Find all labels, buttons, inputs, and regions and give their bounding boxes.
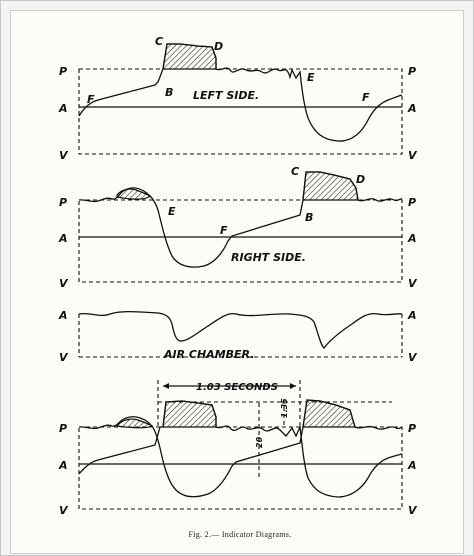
a-label-1-left: A — [58, 102, 68, 115]
air-chamber-curve — [78, 310, 403, 349]
a-label-3-left: A — [58, 309, 68, 322]
diagram-air-chamber — [78, 310, 403, 358]
v-label-1-right: V — [408, 149, 418, 162]
p-label-2-left: P — [59, 196, 67, 209]
pressure-curve-right — [78, 171, 403, 268]
v-label-1-left: V — [59, 149, 69, 162]
point-d-label: D — [214, 40, 223, 53]
v-label-2-right: V — [408, 277, 418, 290]
a-label-4-right: A — [407, 459, 417, 472]
a-label-2-right: A — [407, 232, 417, 245]
v-label-3-left: V — [59, 351, 69, 364]
pressure-curve-left — [78, 43, 403, 142]
air-chamber-label: AIR CHAMBER. — [163, 348, 254, 361]
point-b1-label: B — [305, 211, 313, 224]
a-label-4-left: A — [58, 459, 68, 472]
point-b-label: B — [165, 86, 173, 99]
right-side-label: RIGHT SIDE. — [231, 251, 306, 264]
diagram-combined — [78, 380, 403, 510]
left-side-label: LEFT SIDE. — [193, 89, 259, 102]
arrowhead-right — [290, 383, 296, 389]
p-label-4-left: P — [59, 422, 67, 435]
point-e-label: E — [307, 71, 315, 84]
p-label-4-right: P — [408, 422, 416, 435]
arrowhead-left — [163, 383, 169, 389]
figure-caption: Fig. 2.— Indicator Diagrams. — [188, 530, 291, 539]
right-side-trace — [78, 399, 403, 498]
scale-20-label: 20 — [255, 436, 264, 448]
v-label-2-left: V — [59, 277, 69, 290]
p-label-1-right: P — [408, 65, 416, 78]
diagram-right-frame — [78, 199, 403, 283]
point-f-label-b: F — [362, 91, 370, 104]
left-side-trace — [78, 400, 403, 498]
point-f1-label: F — [220, 224, 228, 237]
seconds-label: 1.03 SECONDS — [196, 382, 278, 393]
p-label-1-left: P — [59, 65, 67, 78]
point-e1-label: E — [168, 205, 176, 218]
diagram-combined-frame — [78, 426, 403, 510]
hatched-area — [116, 188, 152, 200]
diagram-left-side — [78, 43, 403, 155]
p-label-2-right: P — [408, 196, 416, 209]
a-label-1-right: A — [407, 102, 417, 115]
a-label-2-left: A — [58, 232, 68, 245]
hatched-area — [302, 171, 359, 201]
v-label-4-right: V — [408, 504, 418, 517]
v-label-4-left: V — [59, 504, 69, 517]
point-f-label-a: F — [87, 93, 95, 106]
diagram-left-frame — [78, 68, 403, 155]
point-c1-label: C — [291, 165, 299, 178]
v-label-3-right: V — [408, 351, 418, 364]
point-c-label: C — [155, 35, 163, 48]
hatched-area — [162, 43, 217, 70]
a-label-3-right: A — [407, 309, 417, 322]
hatched-area — [116, 418, 154, 429]
diagram-right-side — [78, 171, 403, 283]
point-d1-label: D — [356, 173, 365, 186]
scale-135-label: 1.35 — [280, 398, 289, 418]
hatched-area — [302, 399, 356, 428]
